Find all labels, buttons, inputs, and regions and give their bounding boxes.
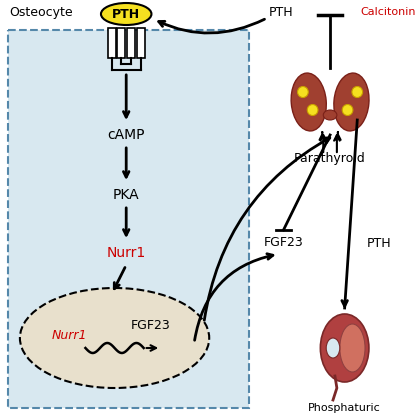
Text: Osteocyte: Osteocyte xyxy=(10,5,74,18)
Ellipse shape xyxy=(20,288,209,388)
Ellipse shape xyxy=(307,105,318,116)
Text: FGF23: FGF23 xyxy=(264,236,303,249)
Bar xyxy=(127,28,135,58)
Bar xyxy=(137,28,144,58)
Ellipse shape xyxy=(101,3,152,25)
Text: Calcitonin: Calcitonin xyxy=(361,7,416,17)
Text: Nurr1: Nurr1 xyxy=(107,246,146,260)
Text: PTH: PTH xyxy=(269,5,294,18)
FancyBboxPatch shape xyxy=(8,30,249,408)
Ellipse shape xyxy=(352,87,362,97)
Ellipse shape xyxy=(342,105,353,116)
Ellipse shape xyxy=(291,73,326,131)
Bar xyxy=(118,28,125,58)
Ellipse shape xyxy=(334,73,369,131)
Ellipse shape xyxy=(320,314,369,382)
Text: PTH: PTH xyxy=(366,236,391,249)
Text: Nurr1: Nurr1 xyxy=(52,328,88,341)
Text: Parathyroid: Parathyroid xyxy=(294,152,366,165)
Text: FGF23: FGF23 xyxy=(131,318,171,331)
Ellipse shape xyxy=(326,338,340,358)
Ellipse shape xyxy=(340,324,365,372)
Text: PKA: PKA xyxy=(113,188,139,202)
Text: PTH: PTH xyxy=(112,8,140,21)
Ellipse shape xyxy=(323,110,337,120)
Ellipse shape xyxy=(297,87,308,97)
Text: cAMP: cAMP xyxy=(108,128,145,142)
Bar xyxy=(108,28,116,58)
Text: Phosphaturic: Phosphaturic xyxy=(308,403,381,413)
